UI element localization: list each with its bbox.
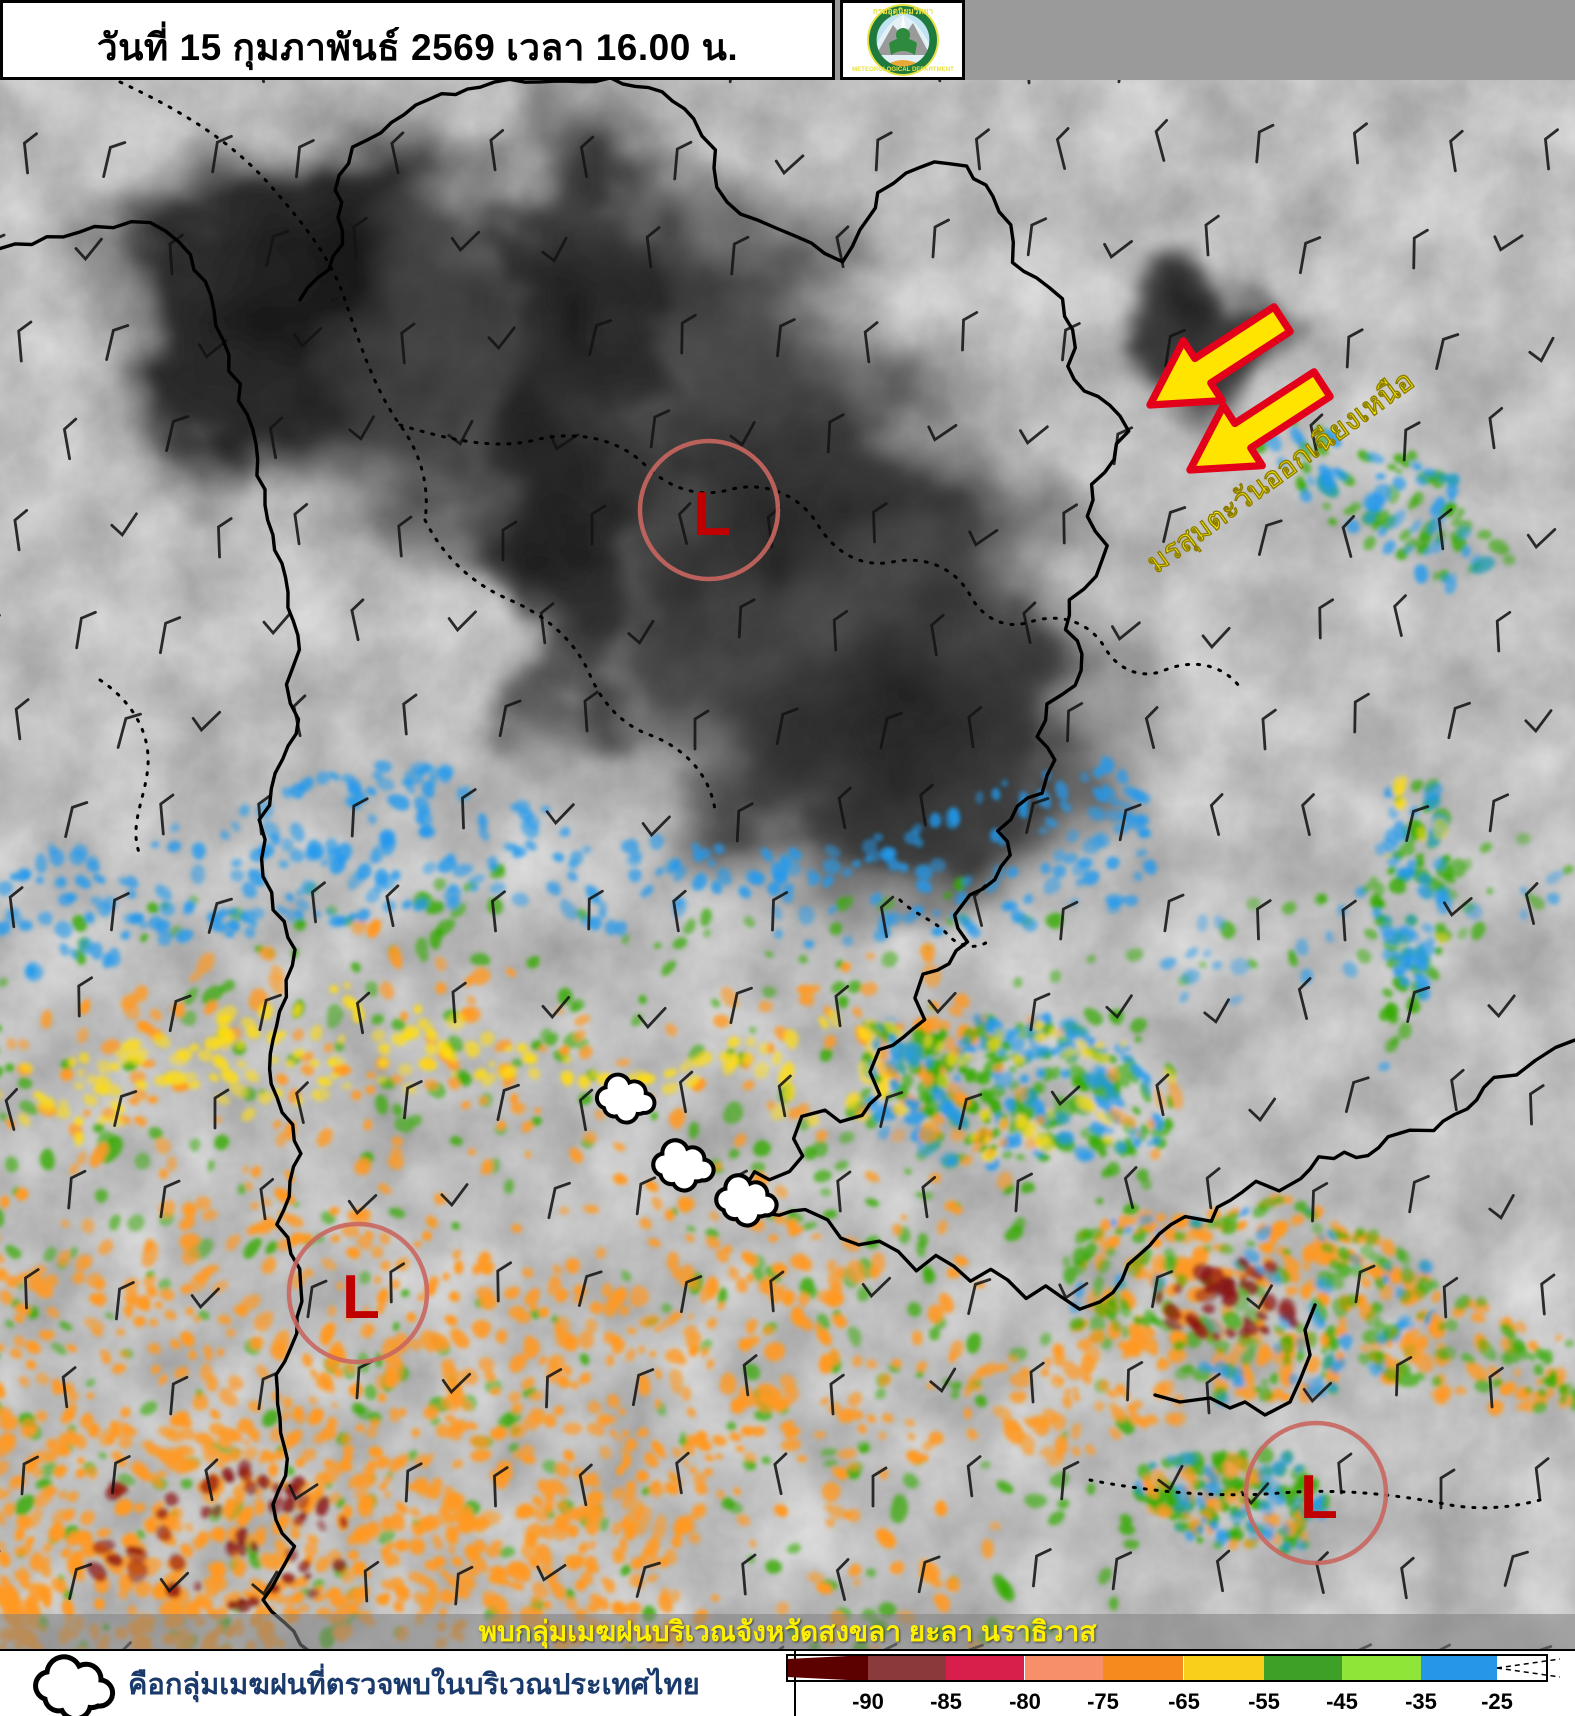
svg-text:กรมอุตุนิยมวิทยา: กรมอุตุนิยมวิทยา (873, 7, 933, 17)
svg-text:METEOROLOGICAL DEPARTMENT: METEOROLOGICAL DEPARTMENT (852, 66, 954, 73)
svg-text:-65: -65 (1168, 1689, 1200, 1714)
svg-text:L: L (1300, 1463, 1338, 1532)
svg-text:-80: -80 (1009, 1689, 1041, 1714)
svg-text:-85: -85 (930, 1689, 962, 1714)
svg-text:L: L (342, 1263, 380, 1332)
svg-text:คือกลุ่มเมฆฝนที่ตรวจพบในบริเวณ: คือกลุ่มเมฆฝนที่ตรวจพบในบริเวณประเทศไทย (128, 1663, 700, 1702)
svg-text:-25: -25 (1481, 1689, 1513, 1714)
svg-text:-75: -75 (1087, 1689, 1119, 1714)
svg-text:-35: -35 (1405, 1689, 1437, 1714)
svg-text:-90: -90 (852, 1689, 884, 1714)
svg-text:L: L (693, 480, 731, 549)
svg-text:-55: -55 (1248, 1689, 1280, 1714)
svg-text:-45: -45 (1326, 1689, 1358, 1714)
